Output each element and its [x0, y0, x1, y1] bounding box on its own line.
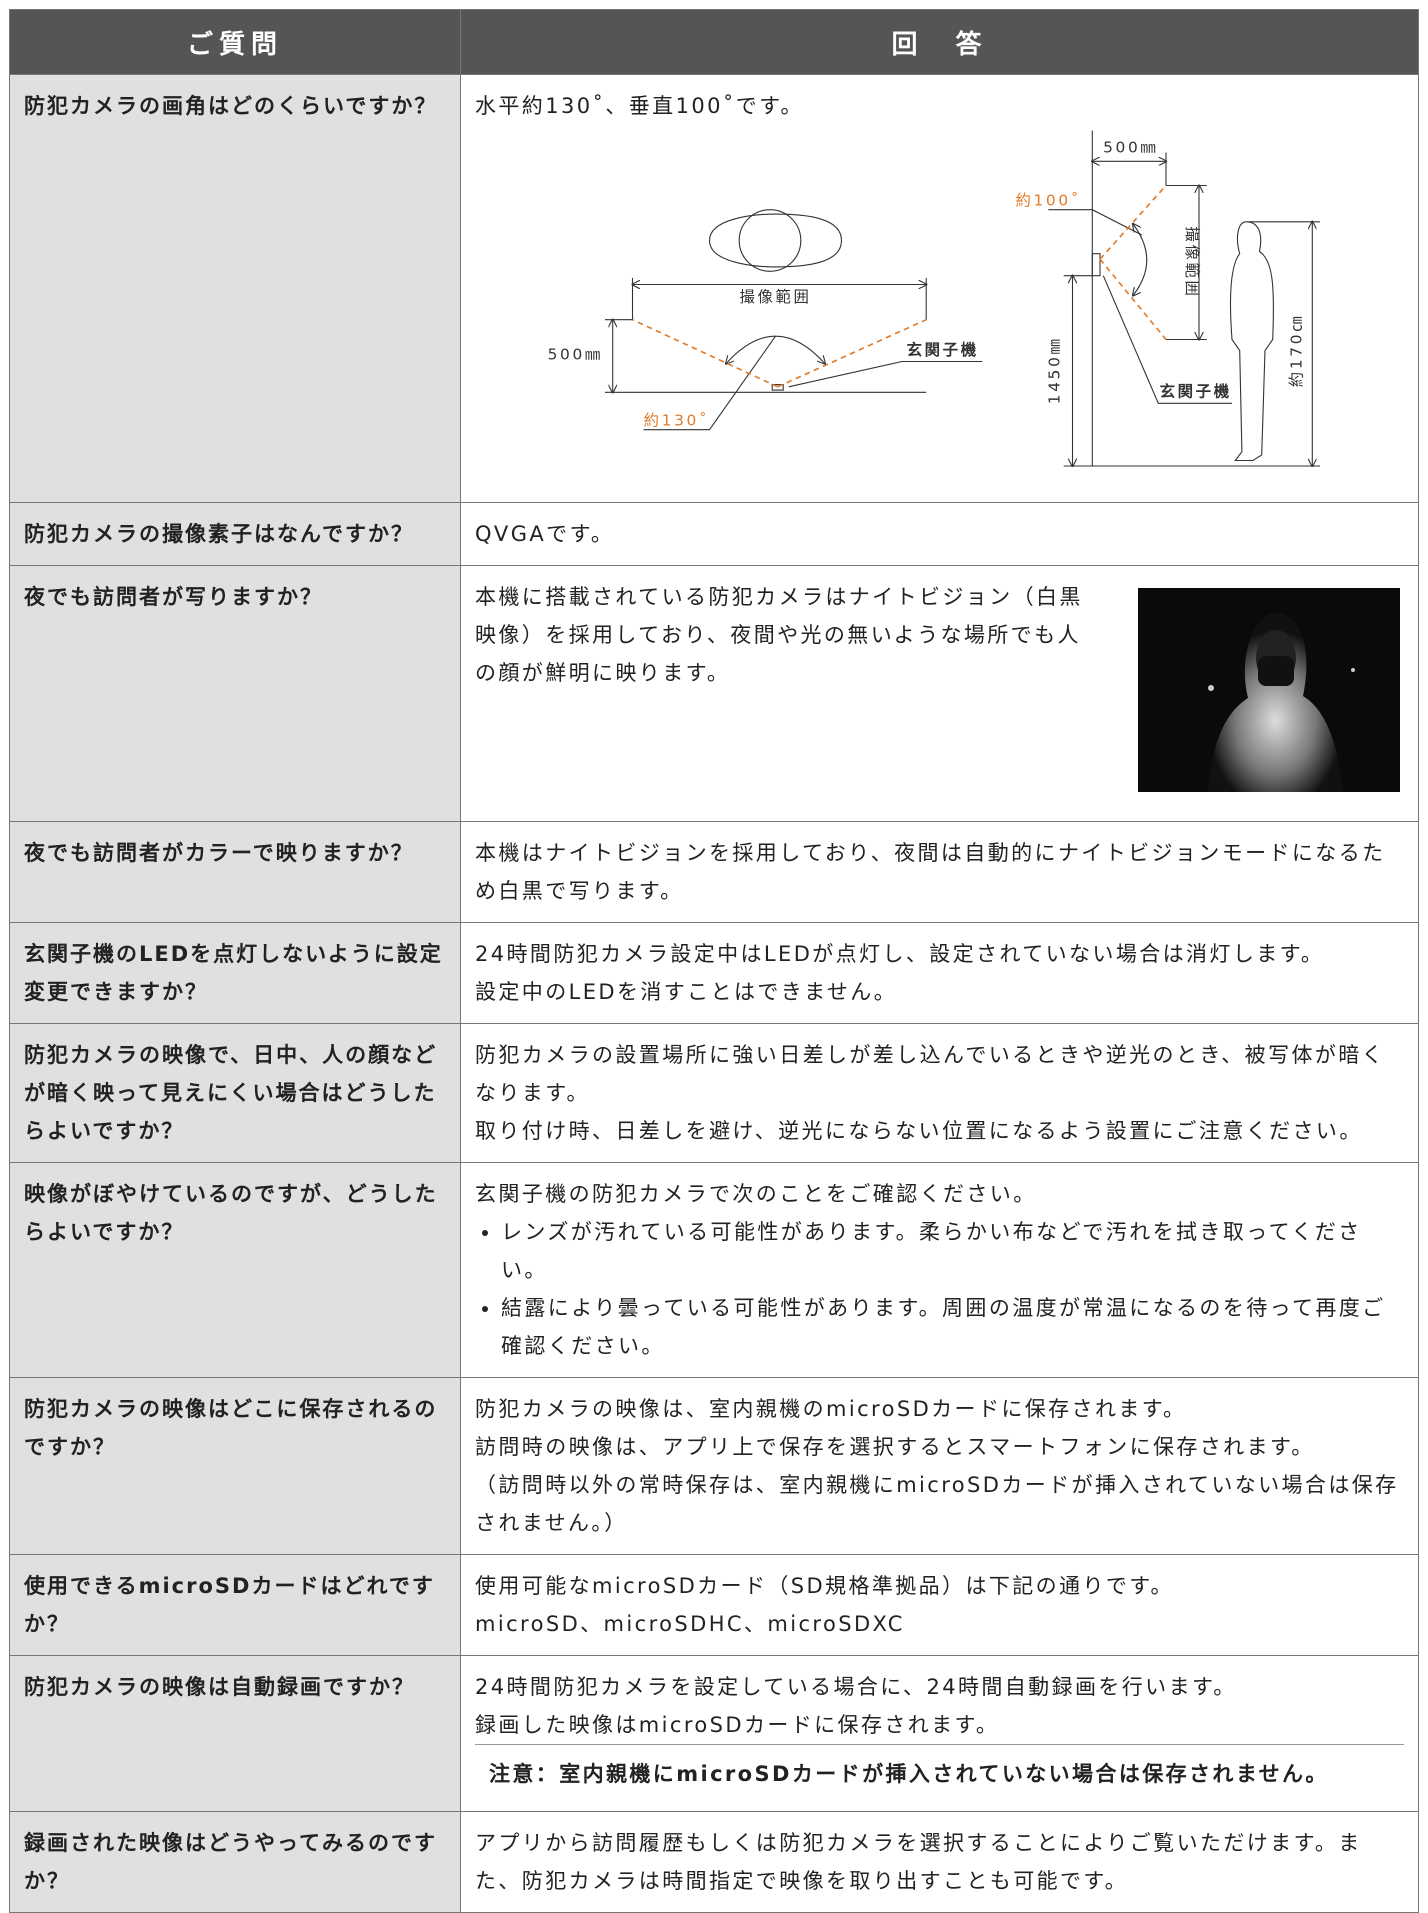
answer: 防犯カメラの映像は、室内親機のmicroSDカードに保存されます。訪問時の映像は…	[460, 1377, 1419, 1555]
header-question: ご質問	[9, 9, 461, 75]
question: 防犯カメラの映像で、日中、人の顔などが暗く映って見えにくい場合はどうしたらよいで…	[9, 1023, 461, 1163]
answer-line: （訪問時以外の常時保存は、室内親機にmicroSDカードが挿入されていない場合は…	[475, 1473, 1399, 1535]
answer: 防犯カメラの設置場所に強い日差しが差し込んでいるときや逆光のとき、被写体が暗くな…	[460, 1023, 1419, 1163]
diagram-label: 約130˚	[644, 411, 710, 429]
answer-line: microSD、microSDHC、microSDXC	[475, 1612, 905, 1636]
faq-row: 防犯カメラの画角はどのくらいですか？ 水平約130˚、垂直100˚です。撮像範囲 5…	[9, 74, 1419, 503]
answer-text: 本機に搭載されている防犯カメラはナイトビジョン（白黒映像）を採用しており、夜間や…	[475, 578, 1095, 792]
answer-line: 本機に搭載されている防犯カメラはナイトビジョン（白黒映像）を採用しており、夜間や…	[475, 585, 1083, 685]
diagram-label: 玄関子機	[907, 340, 979, 359]
faq-table: ご質問 回 答 防犯カメラの画角はどのくらいですか？ 水平約130˚、垂直100˚…	[9, 9, 1419, 1913]
faq-row: 玄関子機のLEDを点灯しないように設定変更できますか？ 24時間防犯カメラ設定中は…	[9, 922, 1419, 1024]
question: 夜でも訪問者がカラーで映りますか？	[9, 821, 461, 923]
diagram-label: 1450㎜	[1045, 336, 1063, 404]
answer: 24時間防犯カメラ設定中はLEDが点灯し、設定されていない場合は消灯します。 設定…	[460, 922, 1419, 1024]
answer: 24時間防犯カメラを設定している場合に、24時間自動録画を行います。 録画した映像…	[460, 1655, 1419, 1812]
faq-row: 防犯カメラの映像はどこに保存されるのですか？ 防犯カメラの映像は、室内親機のmic…	[9, 1377, 1419, 1555]
answer: 玄関子機の防犯カメラで次のことをご確認ください。レンズが汚れている可能性がありま…	[460, 1162, 1419, 1378]
bullet-item: 結露により曇っている可能性があります。周囲の温度が常温になるのを待って再度ご確認…	[501, 1289, 1404, 1365]
answer-line: 設定中のLEDを消すことはできません。	[475, 980, 898, 1004]
faq-row: 映像がぼやけているのですが、どうしたらよいですか？ 玄関子機の防犯カメラで次のこと…	[9, 1162, 1419, 1378]
answer-line: 本機はナイトビジョンを採用しており、夜間は自動的にナイトビジョンモードになるため…	[475, 841, 1386, 903]
question: 防犯カメラの撮像素子はなんですか？	[9, 502, 461, 566]
question: 玄関子機のLEDを点灯しないように設定変更できますか？	[9, 922, 461, 1024]
answer-line: 取り付け時、日差しを避け、逆光にならない位置になるよう設置にご注意ください。	[475, 1119, 1363, 1143]
answer-line: 録画した映像はmicroSDカードに保存されます。	[475, 1713, 1000, 1737]
answer-line: 玄関子機の防犯カメラで次のことをご確認ください。	[475, 1182, 1037, 1206]
answer-line: 防犯カメラの設置場所に強い日差しが差し込んでいるときや逆光のとき、被写体が暗くな…	[475, 1043, 1386, 1105]
question: 映像がぼやけているのですが、どうしたらよいですか？	[9, 1162, 461, 1378]
answer-line: 防犯カメラの映像は、室内親機のmicroSDカードに保存されます。	[475, 1397, 1187, 1421]
diagram-label: 約170㎝	[1287, 314, 1305, 387]
answer-line: 24時間防犯カメラを設定している場合に、24時間自動録画を行います。	[475, 1675, 1237, 1699]
bullet-item: レンズが汚れている可能性があります。柔らかい布などで汚れを拭き取ってください。	[501, 1213, 1404, 1289]
question: 使用できるmicroSDカードはどれですか？	[9, 1554, 461, 1656]
header-answer: 回 答	[460, 9, 1419, 75]
answer-wrap: 本機に搭載されている防犯カメラはナイトビジョン（白黒映像）を採用しており、夜間や…	[475, 578, 1404, 792]
bullet-list: レンズが汚れている可能性があります。柔らかい布などで汚れを拭き取ってください。結…	[475, 1213, 1404, 1365]
faq-row: 防犯カメラの撮像素子はなんですか？ QVGAです。	[9, 502, 1419, 566]
question: 防犯カメラの映像はどこに保存されるのですか？	[9, 1377, 461, 1555]
answer-line: 訪問時の映像は、アプリ上で保存を選択するとスマートフォンに保存されます。	[475, 1435, 1315, 1459]
diagram-label: 撮像範囲	[1183, 226, 1201, 298]
answer: 水平約130˚、垂直100˚です。 撮像範囲 500㎜ 玄関子機 約130˚ 500㎜ 約1…	[460, 74, 1419, 503]
answer: 本機はナイトビジョンを採用しており、夜間は自動的にナイトビジョンモードになるため…	[460, 821, 1419, 923]
answer: 使用可能なmicroSDカード（SD規格準拠品）は下記の通りです。 microSD…	[460, 1554, 1419, 1656]
answer-line: 水平約130˚、垂直100˚です。	[475, 94, 804, 118]
faq-row: 夜でも訪問者が写りますか？ 本機に搭載されている防犯カメラはナイトビジョン（白黒映…	[9, 565, 1419, 822]
question: 夜でも訪問者が写りますか？	[9, 565, 461, 822]
question: 録画された映像はどうやってみるのですか？	[9, 1811, 461, 1913]
diagram-label: 500㎜	[548, 345, 603, 363]
night-image	[1138, 588, 1400, 792]
question: 防犯カメラの映像は自動録画ですか？	[9, 1655, 461, 1812]
answer-line: 使用可能なmicroSDカード（SD規格準拠品）は下記の通りです。	[475, 1574, 1174, 1598]
answer: 本機に搭載されている防犯カメラはナイトビジョン（白黒映像）を採用しており、夜間や…	[460, 565, 1419, 822]
faq-row: 録画された映像はどうやってみるのですか？ アプリから訪問履歴もしくは防犯カメラを選…	[9, 1811, 1419, 1913]
diagram-label: 玄関子機	[1160, 382, 1232, 401]
answer-line: 24時間防犯カメラ設定中はLEDが点灯し、設定されていない場合は消灯します。	[475, 942, 1325, 966]
page: ご質問 回 答 防犯カメラの画角はどのくらいですか？ 水平約130˚、垂直100˚…	[0, 0, 1428, 1778]
note: 注意：室内親機にmicroSDカードが挿入されていない場合は保存されません。	[475, 1744, 1404, 1793]
answer-line: QVGAです。	[475, 522, 615, 546]
answer: アプリから訪問履歴もしくは防犯カメラを選択することによりご覧いただけます。また、…	[460, 1811, 1419, 1913]
question: 防犯カメラの画角はどのくらいですか？	[9, 74, 461, 503]
diagram-label: 撮像範囲	[739, 288, 811, 306]
faq-row: 使用できるmicroSDカードはどれですか？ 使用可能なmicroSDカード（SD…	[9, 1554, 1419, 1656]
diagram-label: 約100˚	[1015, 191, 1081, 209]
faq-row: 夜でも訪問者がカラーで映りますか？ 本機はナイトビジョンを採用しており、夜間は自動…	[9, 821, 1419, 923]
diagram-label: 500㎜	[1103, 139, 1158, 157]
faq-row: 防犯カメラの映像で、日中、人の顔などが暗く映って見えにくい場合はどうしたらよいで…	[9, 1023, 1419, 1163]
answer-line: アプリから訪問履歴もしくは防犯カメラを選択することによりご覧いただけます。また、…	[475, 1831, 1362, 1893]
faq-row: 防犯カメラの映像は自動録画ですか？ 24時間防犯カメラを設定している場合に、24時…	[9, 1655, 1419, 1812]
answer: QVGAです。	[460, 502, 1419, 566]
